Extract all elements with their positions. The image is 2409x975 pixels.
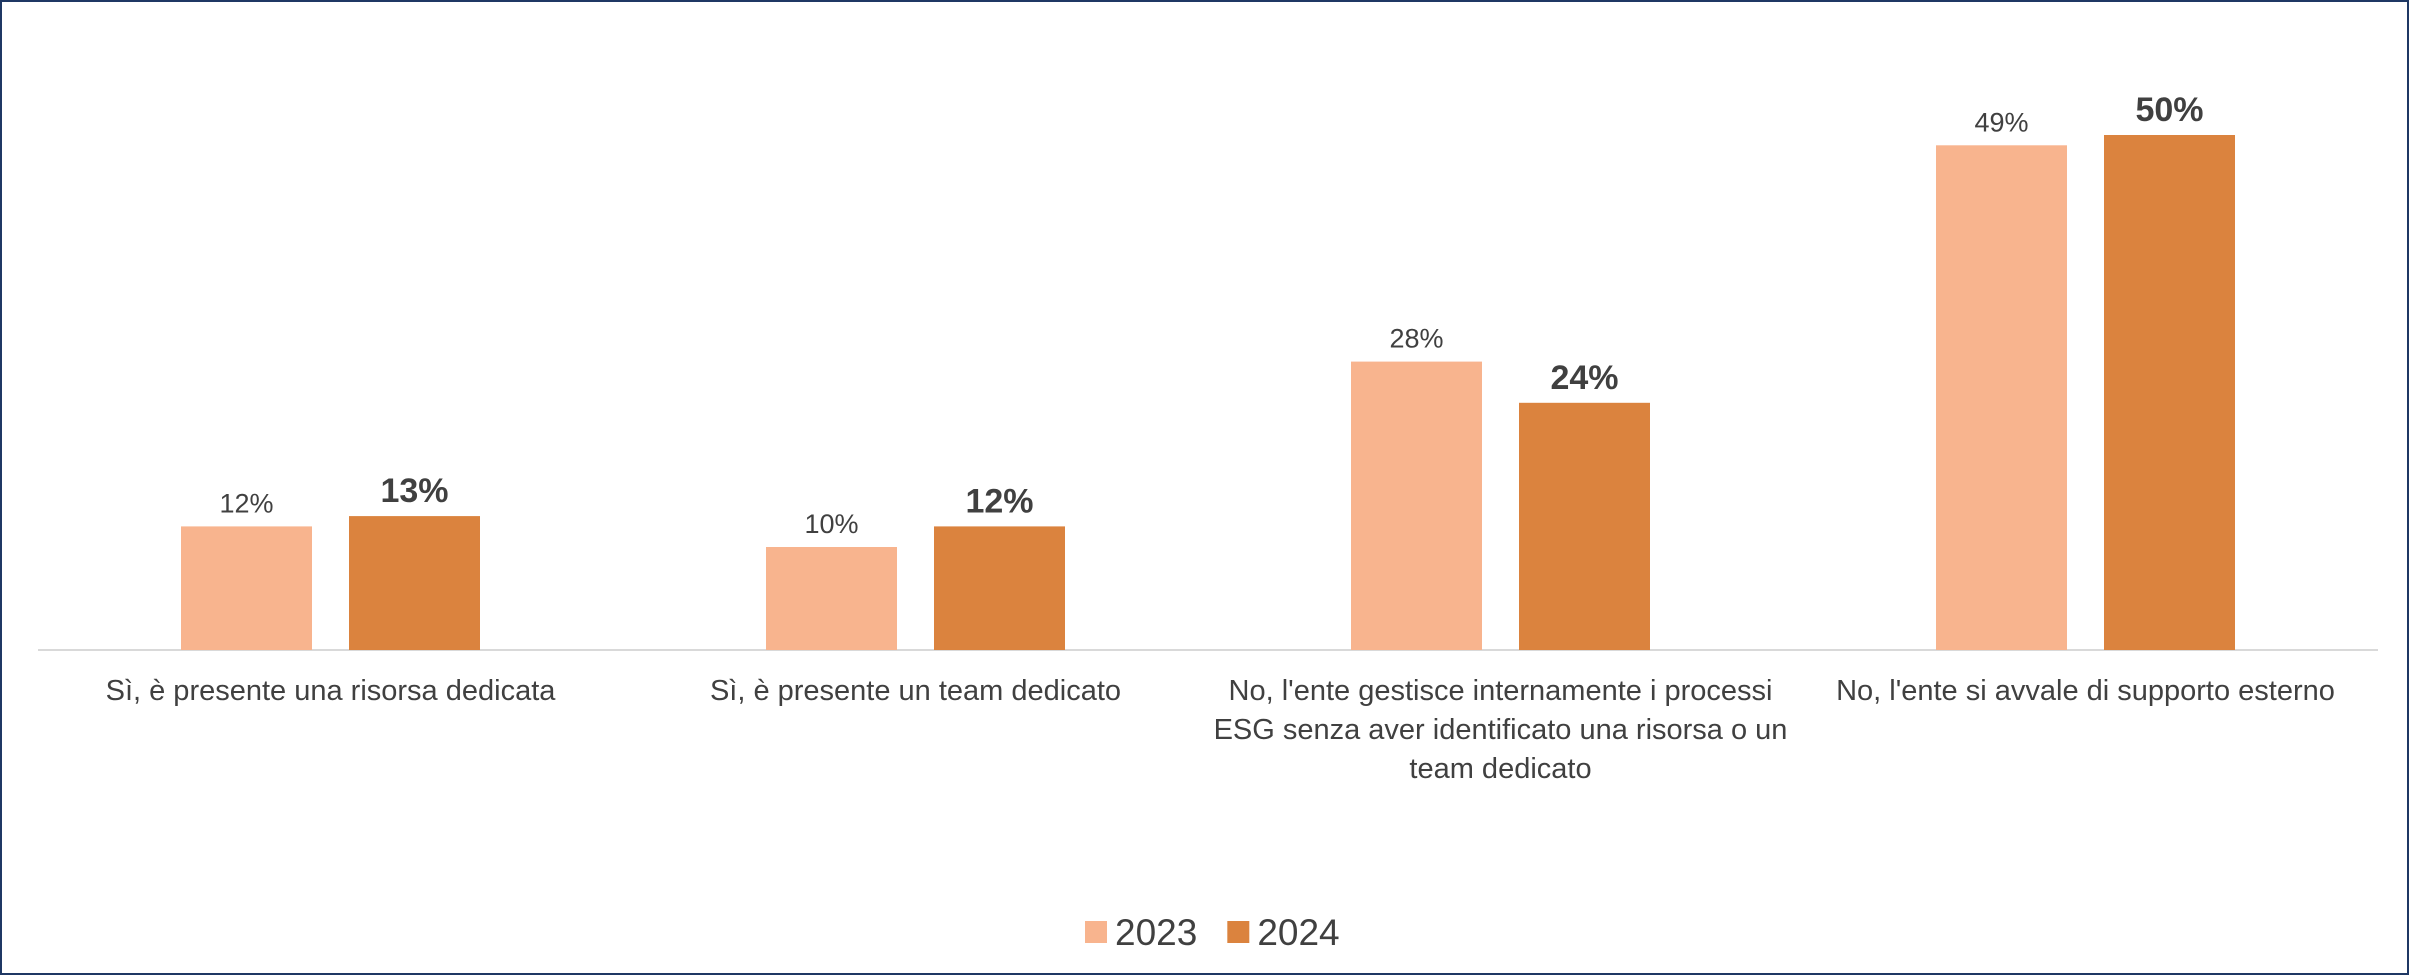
- value-label: 10%: [804, 509, 858, 539]
- value-label: 49%: [1974, 107, 2028, 137]
- bar: [1936, 145, 2067, 651]
- value-label: 28%: [1389, 324, 1443, 354]
- bar: [1519, 402, 1650, 650]
- legend-label: 2023: [1115, 912, 1197, 953]
- value-label: 12%: [965, 482, 1033, 520]
- x-tick-label: Sì, è presente un team dedicato: [709, 675, 1122, 707]
- x-tick-label: No, l'ente gestisce internamente i proce…: [1213, 675, 1788, 785]
- bar: [766, 547, 897, 650]
- value-label: 50%: [2135, 91, 2203, 129]
- bar: [1351, 361, 1482, 650]
- x-tick-label: No, l'ente si avvale di supporto esterno: [1836, 675, 2335, 707]
- bar: [349, 516, 480, 650]
- x-tick-label: Sì, è presente una risorsa dedicata: [105, 675, 556, 707]
- value-label: 24%: [1550, 359, 1618, 397]
- bar: [2104, 135, 2235, 650]
- legend-swatch: [1085, 921, 1107, 943]
- bar: [181, 526, 312, 650]
- value-label: 13%: [380, 472, 448, 510]
- value-label: 12%: [219, 488, 273, 518]
- bar: [934, 526, 1065, 650]
- legend-swatch: [1227, 921, 1250, 943]
- legend-label: 2024: [1257, 912, 1339, 953]
